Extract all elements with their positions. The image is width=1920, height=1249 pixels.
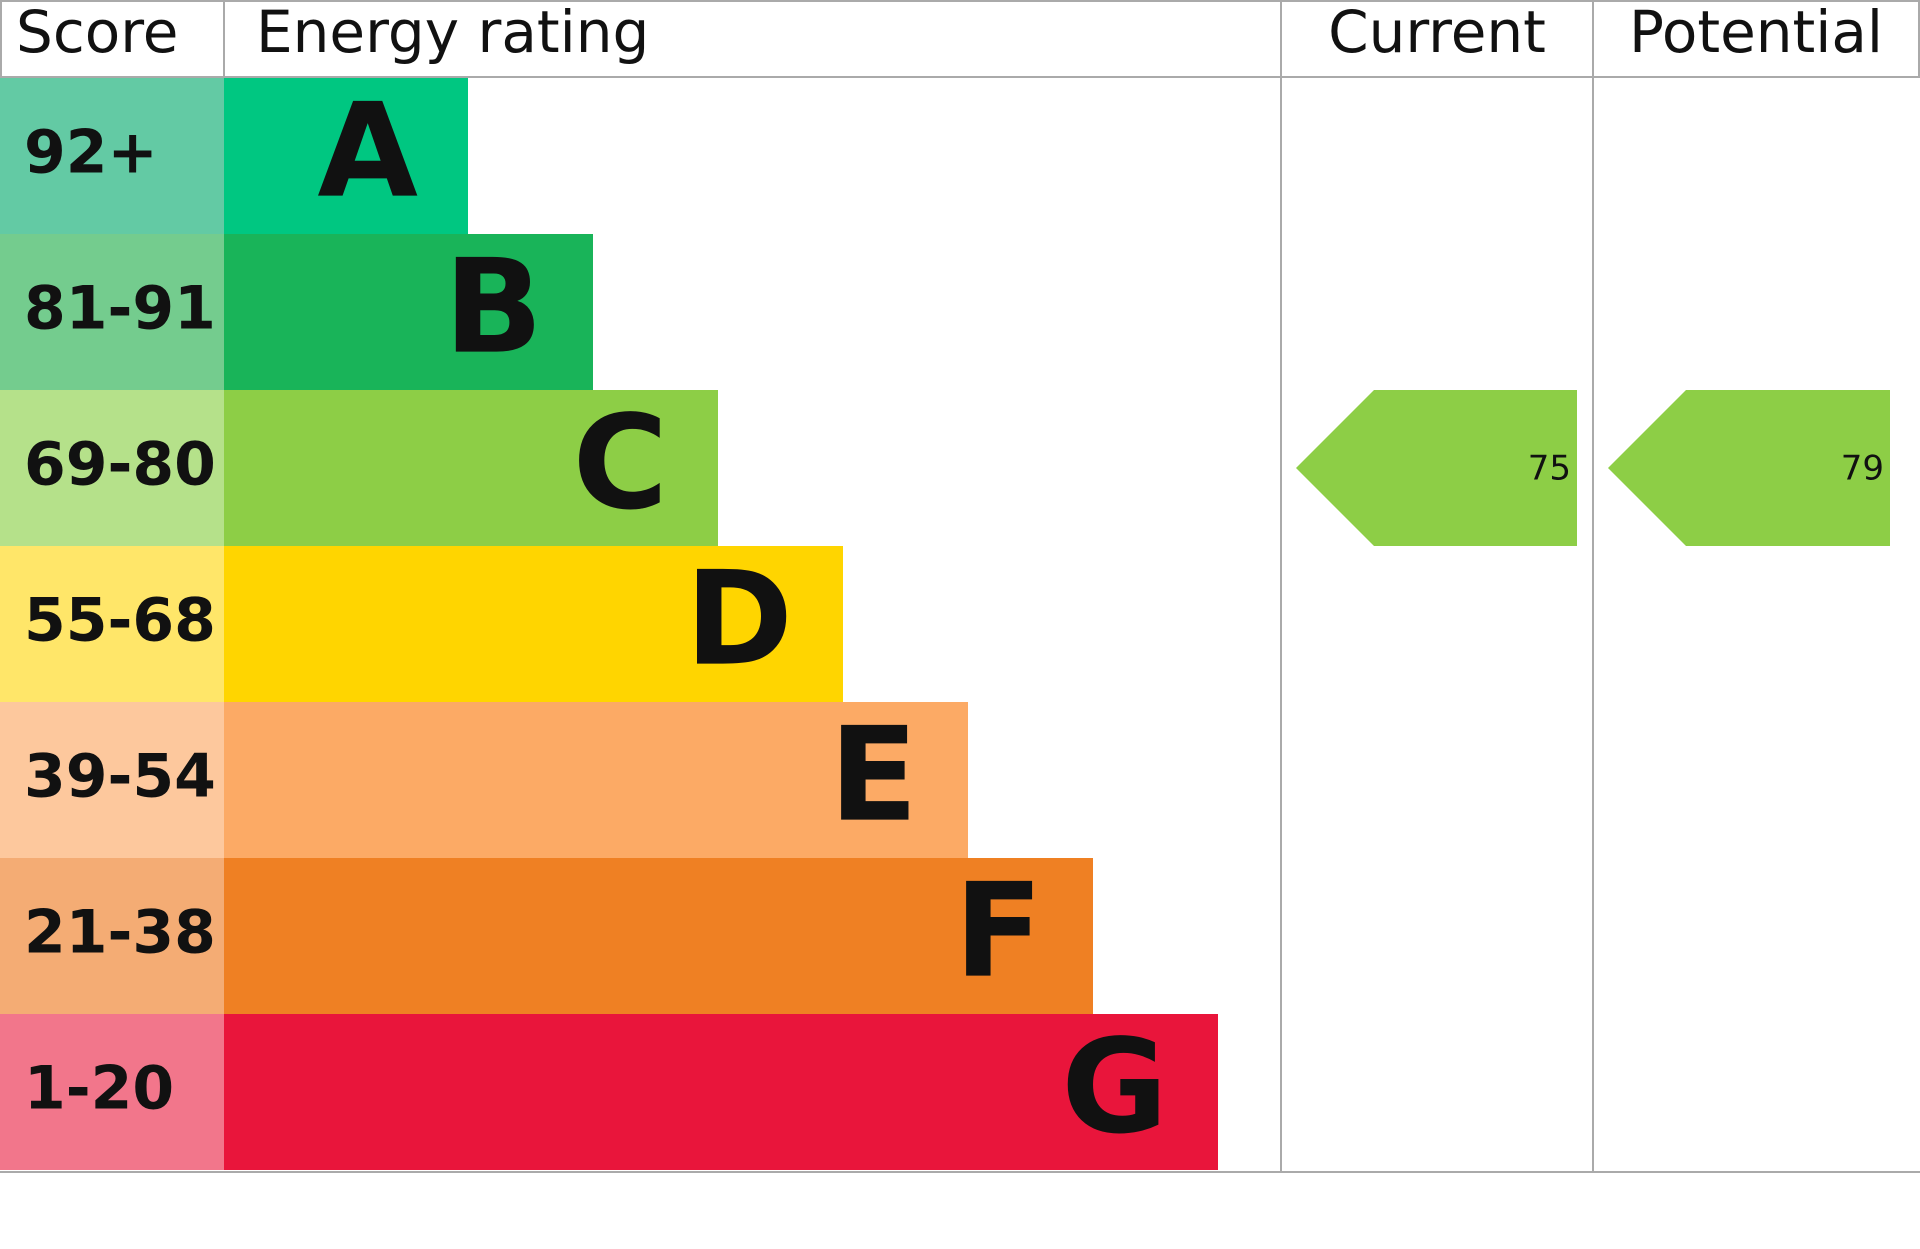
score-range: 81-91 bbox=[24, 274, 216, 344]
rating-value: 75 bbox=[1528, 449, 1571, 489]
rating-arrow bbox=[1296, 390, 1577, 546]
score-cell bbox=[0, 78, 224, 234]
band-letter: C bbox=[573, 387, 668, 539]
band-bar bbox=[224, 702, 968, 858]
band-letter: F bbox=[954, 855, 1043, 1007]
score-header: Score bbox=[16, 0, 178, 66]
rating-header: Energy rating bbox=[256, 0, 649, 66]
band-bar bbox=[224, 234, 593, 390]
band-bar bbox=[224, 858, 1093, 1014]
potential-header: Potential bbox=[1629, 0, 1883, 66]
band-letter: E bbox=[829, 699, 918, 851]
current-header: Current bbox=[1328, 0, 1546, 66]
rating-value: 79 bbox=[1841, 449, 1884, 489]
score-cell bbox=[0, 234, 224, 390]
score-range: 92+ bbox=[24, 118, 158, 188]
band-letter: B bbox=[444, 231, 543, 383]
band-letter: A bbox=[317, 75, 418, 227]
band-letter: G bbox=[1061, 1011, 1168, 1163]
band-bar bbox=[224, 546, 843, 702]
score-cell bbox=[0, 390, 224, 546]
score-range: 55-68 bbox=[24, 586, 216, 656]
score-cell bbox=[0, 858, 224, 1014]
score-range: 1-20 bbox=[24, 1054, 174, 1124]
band-bar bbox=[224, 1014, 1218, 1170]
score-range: 69-80 bbox=[24, 430, 216, 500]
score-cell bbox=[0, 702, 224, 858]
band-bar bbox=[224, 78, 468, 234]
score-range: 21-38 bbox=[24, 898, 216, 968]
score-cell bbox=[0, 1014, 224, 1170]
score-range: 39-54 bbox=[24, 742, 216, 812]
rating-arrow bbox=[1608, 390, 1890, 546]
band-letter: D bbox=[685, 543, 793, 695]
score-cell bbox=[0, 546, 224, 702]
band-bar bbox=[224, 390, 718, 546]
